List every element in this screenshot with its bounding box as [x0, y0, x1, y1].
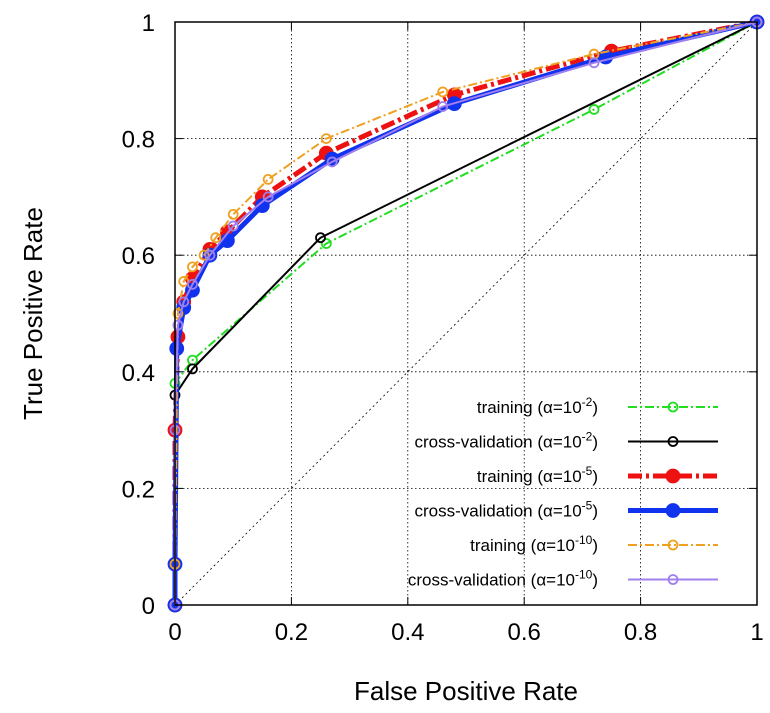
legend-swatch-marker: [667, 574, 679, 585]
data-point: [204, 249, 216, 261]
x-tick-label: 0.4: [391, 619, 424, 646]
series-line: [174, 21, 758, 605]
x-tick-label: 0.6: [508, 619, 541, 646]
legend-label: training (α=10-2): [477, 395, 598, 417]
legend-label: training (α=10-5): [477, 464, 598, 486]
legend-label: cross-validation (α=10-2): [415, 430, 599, 452]
legend-swatch-marker: [667, 539, 679, 551]
legend-entry: training (α=10-2): [477, 395, 718, 417]
data-point: [320, 238, 332, 249]
legend-entry: cross-validation (α=10-10): [408, 568, 718, 590]
x-tick-label: 0.2: [275, 619, 308, 646]
y-tick-label: 0.6: [122, 243, 155, 270]
y-tick-label: 0.4: [122, 360, 155, 387]
legend-entry: training (α=10-10): [470, 533, 718, 555]
y-tick-label: 1: [142, 10, 155, 37]
x-axis-label: False Positive Rate: [354, 676, 578, 706]
legend-swatch-marker: [665, 503, 681, 518]
x-tick-label: 0: [168, 619, 181, 646]
legend: training (α=10-2) cross-validation (α=10-…: [408, 395, 718, 590]
data-point: [588, 104, 600, 115]
data-point: [320, 133, 332, 145]
legend-entry: training (α=10-5): [477, 464, 718, 486]
legend-swatch-marker: [667, 401, 679, 413]
data-point: [326, 156, 338, 168]
data-point: [178, 296, 190, 308]
legend-label: cross-validation (α=10-5): [415, 499, 599, 521]
data-point: [187, 278, 198, 290]
data-point: [187, 261, 198, 273]
plot-frame: [174, 21, 758, 606]
legend-swatch-marker: [667, 436, 679, 447]
data-point: [254, 198, 270, 214]
diagonal-reference-line: [174, 21, 758, 606]
legend-label: training (α=10-10): [470, 533, 598, 555]
grid: [175, 22, 757, 605]
legend-swatch-marker: [665, 468, 681, 484]
data-point: [172, 319, 184, 331]
data-point: [588, 57, 600, 69]
data-point: [262, 191, 274, 203]
y-axis-label: True Positive Rate: [18, 207, 48, 420]
legend-label: cross-validation (α=10-10): [408, 568, 598, 590]
data-point: [210, 232, 222, 244]
x-tick-label: 1: [750, 619, 763, 646]
data-point: [198, 249, 210, 261]
y-tick-label: 0.8: [122, 127, 155, 154]
data-point: [315, 232, 326, 244]
series-4: [169, 16, 763, 611]
data-point: [172, 308, 184, 319]
y-tick-label: 0: [142, 593, 155, 620]
y-tick-label: 0.2: [122, 476, 155, 503]
legend-entry: cross-validation (α=10-2): [415, 430, 718, 452]
data-point: [437, 101, 449, 112]
legend-entry: cross-validation (α=10-5): [415, 499, 718, 521]
data-point: [187, 363, 198, 375]
data-point: [227, 208, 239, 220]
tick-layer: 0 0.2 0.4 0.6 0.8 1 0 0.2 0.4 0.6 0.8 1: [122, 10, 764, 646]
series-line: [174, 21, 758, 605]
data-point: [262, 174, 274, 185]
data-point: [437, 86, 449, 98]
x-tick-label: 0.8: [624, 619, 657, 646]
data-point: [227, 220, 239, 232]
